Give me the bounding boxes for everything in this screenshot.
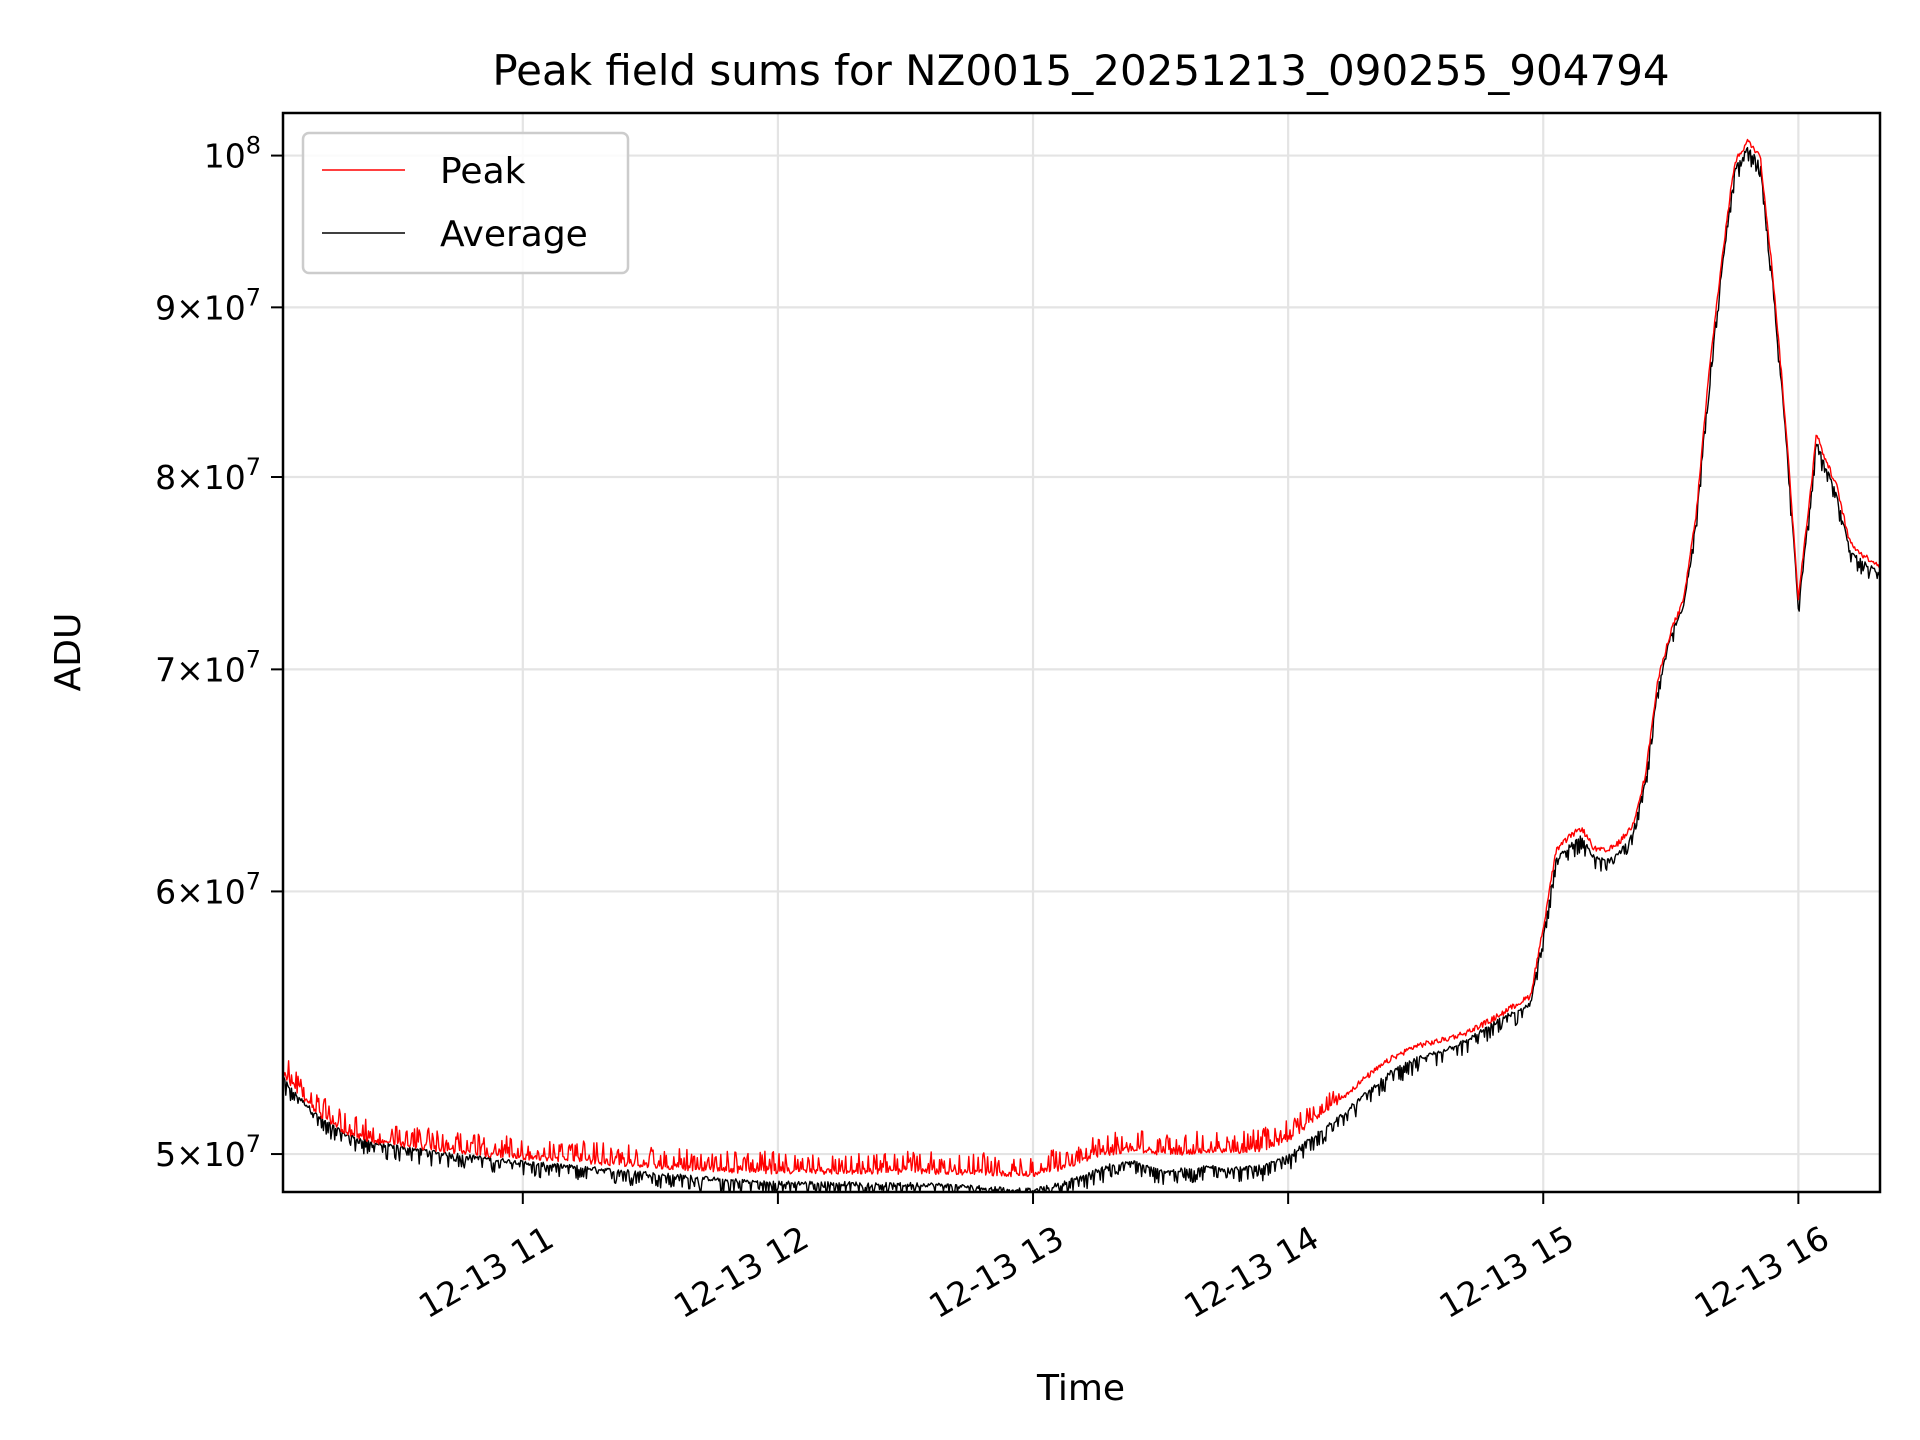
chart-title: Peak field sums for NZ0015_20251213_0902…	[492, 46, 1669, 95]
series-line-average	[282, 146, 1881, 1193]
y-tick-label: 6×107	[155, 867, 261, 911]
y-tick-label: 9×107	[155, 283, 261, 327]
x-axis-label: Time	[1036, 1368, 1125, 1409]
series-line-peak	[282, 138, 1881, 1178]
legend-label-average: Average	[440, 214, 588, 255]
plot-frame	[281, 111, 1882, 1194]
y-tick-label: 5×107	[155, 1130, 261, 1174]
legend-label-peak: Peak	[440, 151, 526, 192]
series-layer	[282, 138, 1881, 1193]
y-tick-label: 108	[204, 132, 261, 176]
y-axis-label: ADU	[48, 613, 89, 692]
legend-box	[301, 131, 630, 275]
legend: Peak Average	[301, 131, 630, 275]
y-axis: 5×107 6×107 7×107 8×107 9×107 108	[155, 132, 283, 1174]
y-tick-label: 7×107	[155, 645, 261, 689]
y-tick-label: 8×107	[155, 453, 261, 497]
